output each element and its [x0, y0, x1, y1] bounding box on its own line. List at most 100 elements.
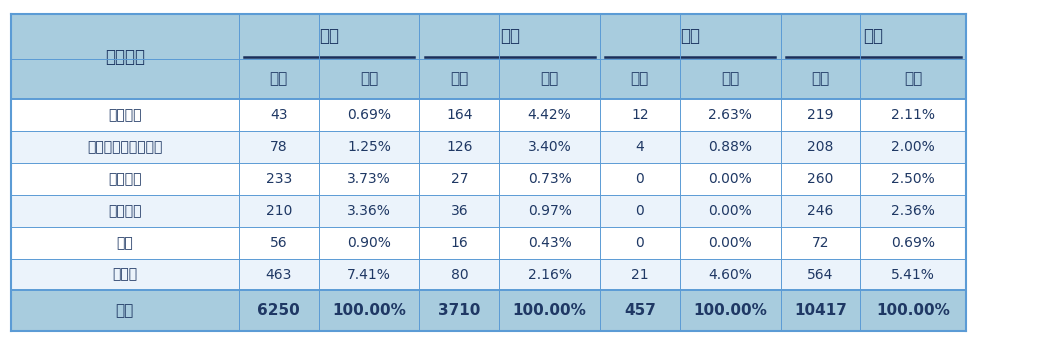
Text: 463: 463 [266, 268, 292, 282]
Text: 0.69%: 0.69% [891, 236, 936, 250]
Bar [499, 163, 600, 195]
Bar [860, 290, 966, 331]
Text: 78: 78 [270, 140, 288, 154]
Bar [239, 14, 419, 59]
Text: 100.00%: 100.00% [876, 303, 950, 318]
Bar [239, 131, 319, 163]
Bar [860, 195, 966, 227]
Text: 246: 246 [807, 204, 834, 218]
Text: 36: 36 [450, 204, 468, 218]
Text: 260: 260 [807, 172, 834, 186]
Text: 1.25%: 1.25% [347, 140, 391, 154]
Bar [860, 163, 966, 195]
Text: 0.00%: 0.00% [708, 236, 752, 250]
Text: 0.88%: 0.88% [708, 140, 752, 154]
Bar [319, 163, 419, 195]
Bar [419, 99, 499, 131]
Bar [781, 227, 860, 259]
Text: 56: 56 [270, 236, 288, 250]
Bar [781, 99, 860, 131]
Text: 12: 12 [631, 108, 649, 122]
Bar [600, 195, 680, 227]
Text: 人数: 人数 [450, 71, 468, 87]
Bar [781, 195, 860, 227]
Bar [419, 131, 499, 163]
Text: 4.60%: 4.60% [708, 268, 752, 282]
Bar [419, 195, 499, 227]
Text: 比例: 比例 [360, 71, 378, 87]
Bar [319, 290, 419, 331]
Bar [11, 227, 239, 259]
Bar [11, 131, 239, 163]
Text: 16: 16 [450, 236, 468, 250]
Text: 人数: 人数 [631, 71, 649, 87]
Text: 100.00%: 100.00% [693, 303, 767, 318]
Bar [499, 195, 600, 227]
Bar [319, 131, 419, 163]
Text: 3.73%: 3.73% [347, 172, 391, 186]
Text: 2.16%: 2.16% [528, 268, 571, 282]
Bar [680, 259, 781, 290]
Bar [781, 59, 860, 99]
Bar [419, 290, 499, 331]
Text: 3.36%: 3.36% [347, 204, 391, 218]
Text: 2.50%: 2.50% [891, 172, 936, 186]
Bar [499, 131, 600, 163]
Text: 210: 210 [266, 204, 292, 218]
Bar [499, 99, 600, 131]
Text: 比例: 比例 [541, 71, 559, 87]
Bar [239, 259, 319, 290]
Text: 100.00%: 100.00% [513, 303, 586, 318]
Bar [11, 259, 239, 290]
Text: 0.00%: 0.00% [708, 204, 752, 218]
Bar [680, 195, 781, 227]
Bar [781, 163, 860, 195]
Bar [419, 259, 499, 290]
Text: 2.63%: 2.63% [708, 108, 752, 122]
Bar [600, 227, 680, 259]
Bar [319, 59, 419, 99]
Text: 21: 21 [631, 268, 649, 282]
Text: 43: 43 [270, 108, 288, 122]
Bar [11, 195, 239, 227]
Bar [11, 99, 239, 131]
Text: 总体: 总体 [863, 27, 884, 45]
Text: 自由职业: 自由职业 [108, 204, 141, 218]
Text: 博士: 博士 [681, 27, 700, 45]
Bar [11, 163, 239, 195]
Text: 单位性质: 单位性质 [105, 48, 144, 66]
Text: 未就业: 未就业 [113, 268, 137, 282]
Text: 126: 126 [446, 140, 473, 154]
Text: 国家、地方基层项目: 国家、地方基层项目 [87, 140, 162, 154]
Bar [600, 99, 680, 131]
Bar [499, 59, 600, 99]
Bar [680, 227, 781, 259]
Bar [860, 259, 966, 290]
Bar [680, 131, 781, 163]
Bar [680, 59, 781, 99]
Text: 457: 457 [623, 303, 656, 318]
Text: 人数: 人数 [270, 71, 288, 87]
Text: 0.00%: 0.00% [708, 172, 752, 186]
Text: 合计: 合计 [116, 303, 134, 318]
Bar [781, 259, 860, 290]
Bar [600, 259, 680, 290]
Bar [781, 131, 860, 163]
Text: 164: 164 [446, 108, 473, 122]
Text: 人数: 人数 [811, 71, 829, 87]
Bar [319, 99, 419, 131]
Bar [680, 290, 781, 331]
Bar [319, 259, 419, 290]
Bar [499, 227, 600, 259]
Bar [11, 14, 239, 99]
Bar [419, 59, 499, 99]
Bar [781, 14, 966, 59]
Bar [860, 59, 966, 99]
Text: 564: 564 [807, 268, 834, 282]
Text: 自主创业: 自主创业 [108, 172, 141, 186]
Text: 208: 208 [807, 140, 834, 154]
Text: 0: 0 [635, 204, 645, 218]
Text: 3.40%: 3.40% [528, 140, 571, 154]
Text: 2.11%: 2.11% [891, 108, 936, 122]
Bar [419, 163, 499, 195]
